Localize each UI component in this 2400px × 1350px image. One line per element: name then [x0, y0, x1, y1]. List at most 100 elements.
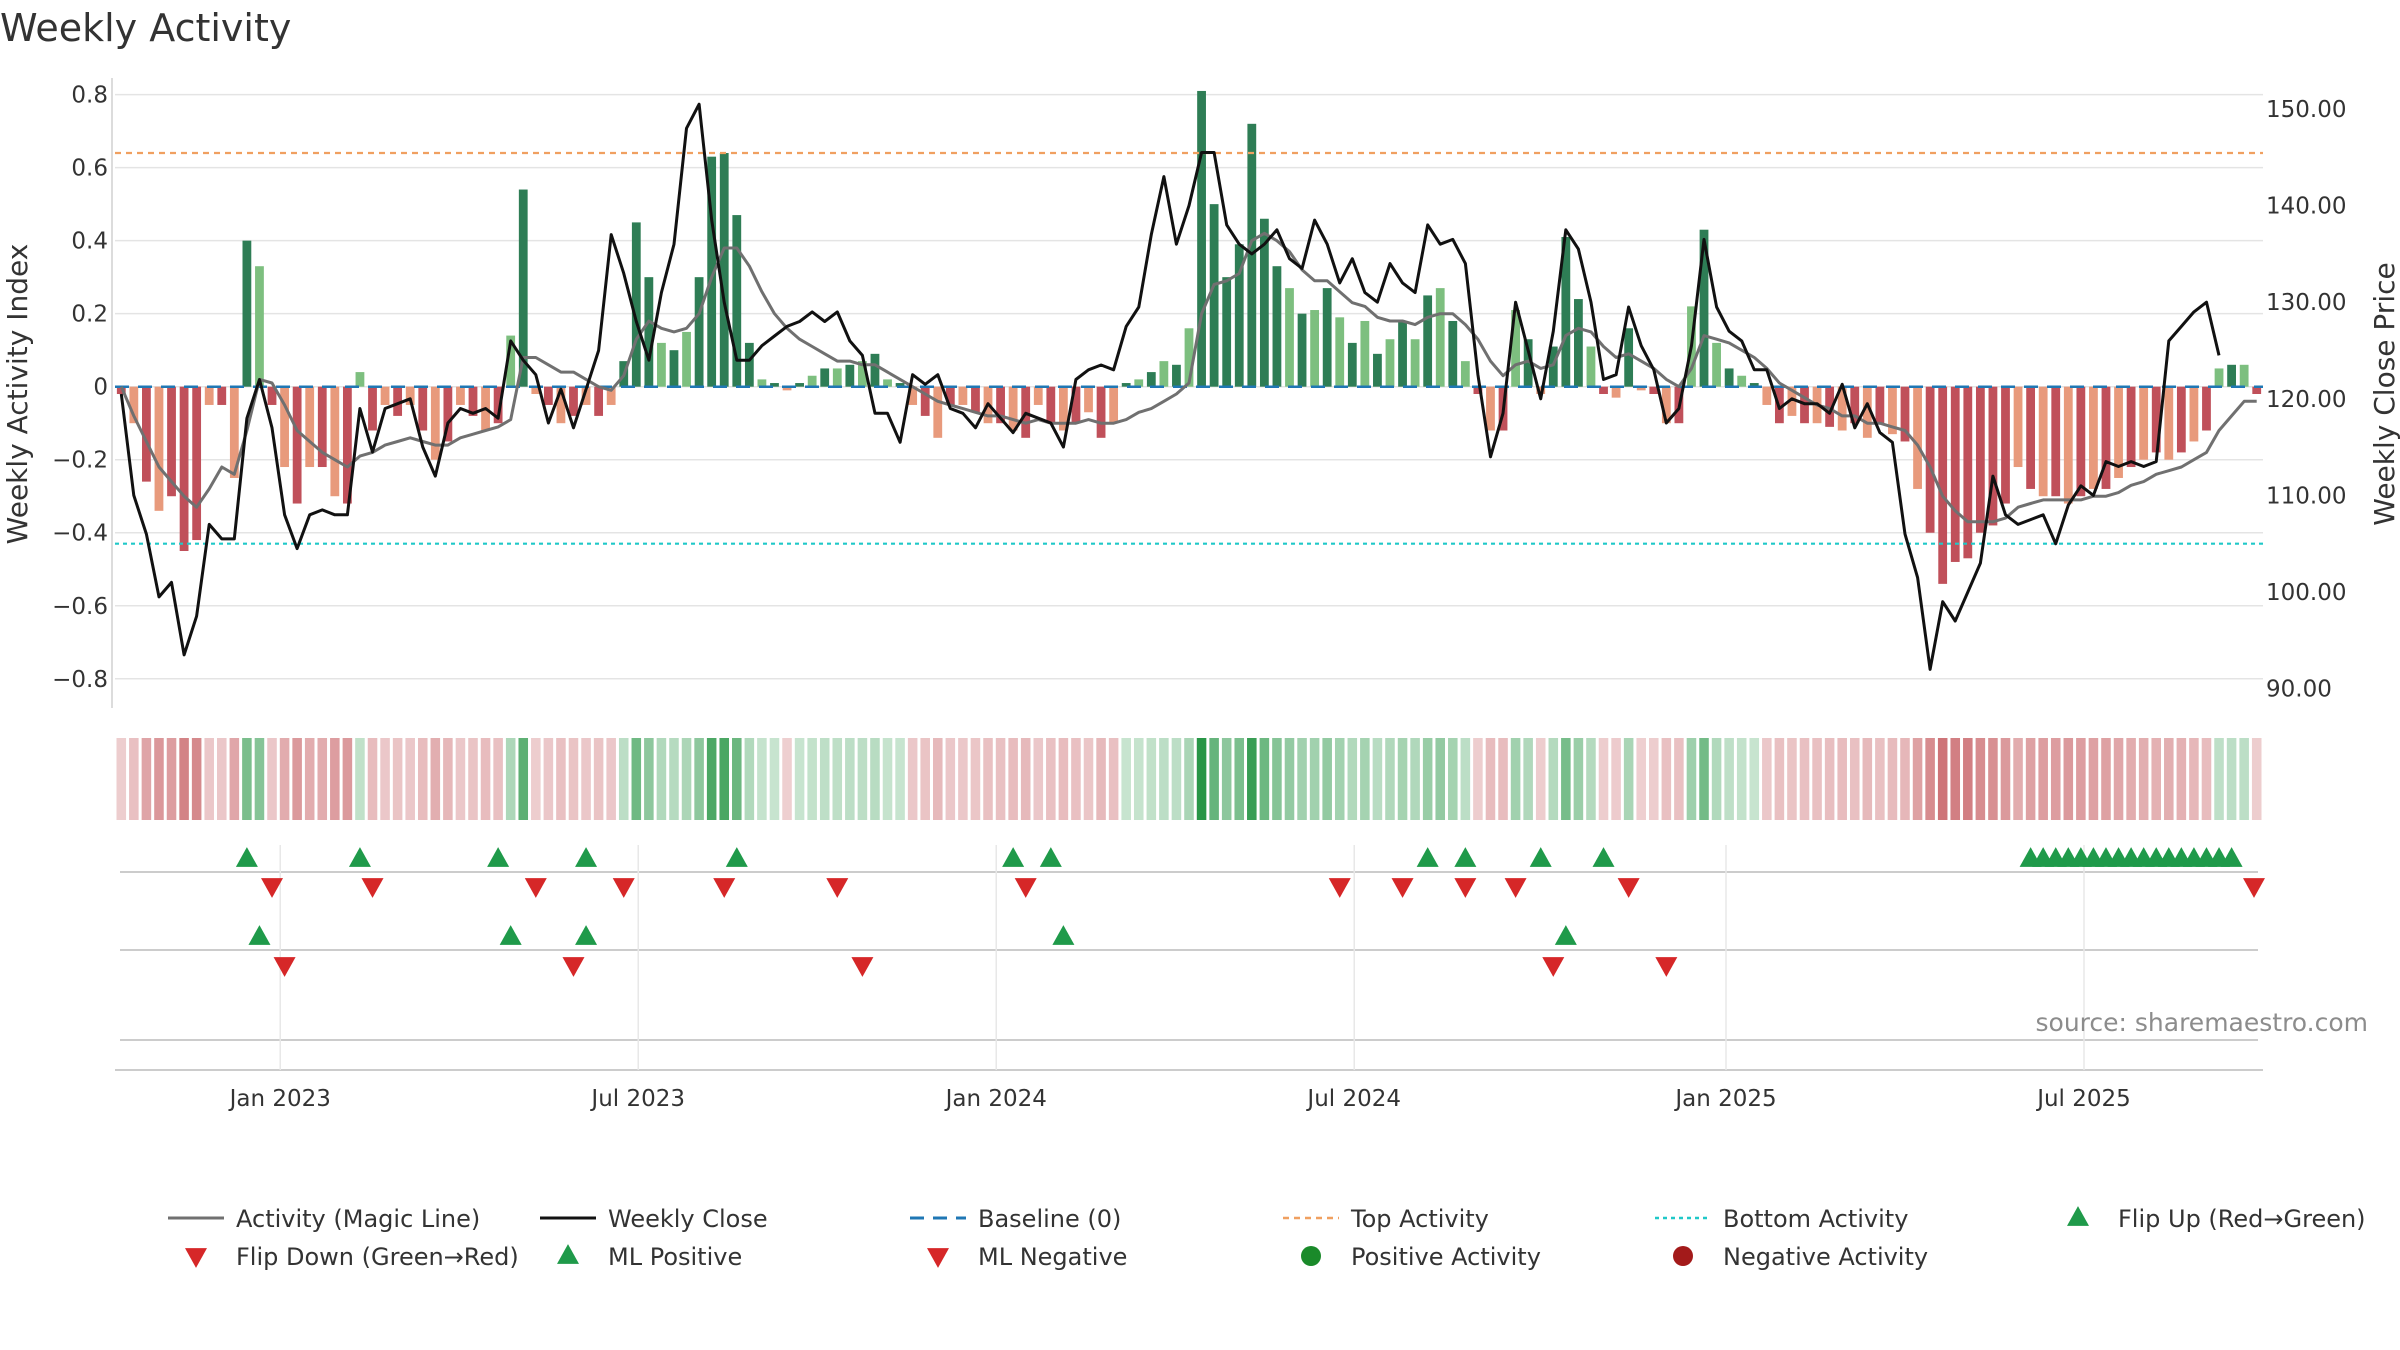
activity-bar: [807, 375, 817, 387]
heat-strip-cell: [870, 738, 880, 820]
activity-bar: [443, 386, 453, 442]
activity-bar: [217, 386, 227, 405]
heat-strip-cell: [1334, 738, 1345, 820]
heat-strip-cell: [304, 738, 315, 820]
activity-bar: [468, 386, 478, 416]
heat-strip-cell: [1046, 738, 1056, 820]
source-note: source: sharemaestro.com: [2035, 1008, 2369, 1037]
flip-down-marker: [1014, 878, 1037, 898]
flip-up-marker: [1529, 847, 1552, 867]
activity-bar: [1222, 277, 1232, 387]
activity-bar: [1536, 386, 1546, 394]
heat-strip-cell: [907, 738, 918, 820]
activity-bar: [2164, 386, 2174, 460]
flip-up-marker: [725, 847, 748, 867]
activity-bar: [2227, 364, 2236, 387]
activity-bar: [1008, 386, 1018, 431]
heat-strip-cell: [1096, 738, 1106, 820]
flip-down-marker: [612, 878, 635, 898]
activity-bar: [1159, 361, 1169, 387]
flip-up-marker: [1039, 847, 1062, 867]
left-tick-label: 0.8: [71, 83, 108, 109]
heat-strip-cell: [1347, 738, 1358, 820]
activity-bar: [1486, 386, 1495, 431]
heat-strip-cell: [744, 738, 755, 820]
heat-strip-cell: [129, 738, 139, 820]
legend-label: Flip Up (Red→Green): [2118, 1205, 2366, 1233]
activity-bar: [1925, 386, 1935, 533]
heat-strip-cell: [2189, 738, 2199, 820]
activity-bar: [2239, 364, 2249, 387]
ml-negative-marker: [1655, 957, 1678, 977]
heat-strip-cell: [179, 738, 189, 820]
activity-bar: [1611, 386, 1621, 398]
activity-bar: [1586, 346, 1596, 387]
flip-down-marker: [1391, 878, 1414, 898]
activity-bar: [368, 386, 377, 431]
heat-strip-cell: [593, 738, 604, 820]
heat-strip-cell: [895, 738, 905, 820]
heat-strip-cell: [1623, 738, 1634, 820]
heat-strip-cell: [1711, 738, 1722, 820]
activity-bar: [2089, 386, 2098, 489]
heat-strip-cell: [1824, 738, 1835, 820]
legend-label: Positive Activity: [1351, 1243, 1541, 1271]
flip-down-marker: [1454, 878, 1477, 898]
heat-strip-cell: [857, 738, 868, 820]
heat-strip-cell: [1422, 738, 1433, 820]
activity-bar: [1410, 339, 1420, 387]
activity-bar: [644, 277, 654, 387]
heat-strip-cell: [769, 738, 780, 820]
heat-strip-cell: [1234, 738, 1245, 820]
heat-strip-cell: [518, 738, 529, 820]
heat-strip-cell: [116, 738, 127, 820]
left-tick-label: 0.4: [71, 229, 108, 255]
activity-bar: [920, 386, 930, 416]
activity-bar: [380, 386, 390, 405]
activity-bar: [795, 383, 804, 387]
activity-bar: [1561, 237, 1571, 387]
heat-strip-cell: [380, 738, 390, 820]
heat-strip-cell: [832, 738, 843, 820]
activity-bar: [1259, 218, 1269, 387]
legend-symbol: [1673, 1246, 1693, 1266]
activity-bar: [858, 361, 867, 387]
activity-bar: [142, 386, 151, 482]
heat-strip-cell: [2239, 738, 2249, 820]
heat-strip-cell: [1071, 738, 1081, 820]
legend-label: ML Negative: [978, 1243, 1127, 1271]
heat-strip-cell: [782, 738, 792, 820]
activity-bar: [1988, 386, 1998, 526]
heat-strip-cell: [229, 738, 240, 820]
heat-strip-cell: [2214, 738, 2224, 820]
activity-bar: [2026, 386, 2036, 489]
heat-strip-cell: [543, 738, 554, 820]
activity-bar: [569, 386, 578, 416]
heat-strip-cell: [1272, 738, 1282, 820]
activity-bar: [556, 386, 566, 424]
ml-negative-marker: [273, 957, 296, 977]
activity-bar: [1699, 229, 1709, 387]
heat-strip-cell: [1925, 738, 1935, 820]
activity-bar: [2139, 386, 2149, 460]
heat-strip-cell: [1686, 738, 1697, 820]
heat-strip-cell: [1146, 738, 1157, 820]
heat-strip-cell: [970, 738, 981, 820]
activity-bar: [129, 386, 139, 424]
weekly-close-line: [119, 102, 2221, 671]
heat-strip-cell: [242, 738, 252, 820]
activity-bar: [2051, 386, 2061, 497]
activity-bar: [506, 335, 516, 387]
heat-strip-cell: [920, 738, 930, 820]
heat-strip-cell: [2025, 738, 2036, 820]
ml-positive-marker: [575, 925, 598, 945]
heat-strip-cell: [1636, 738, 1646, 820]
right-tick-label: 150.00: [2266, 97, 2346, 123]
activity-bar: [1071, 386, 1081, 424]
activity-bar: [1938, 386, 1948, 584]
heat-strip-cell: [1887, 738, 1898, 820]
activity-bar: [1121, 383, 1131, 387]
heat-strip-cell: [1397, 738, 1408, 820]
heat-strip-cell: [1448, 738, 1458, 820]
